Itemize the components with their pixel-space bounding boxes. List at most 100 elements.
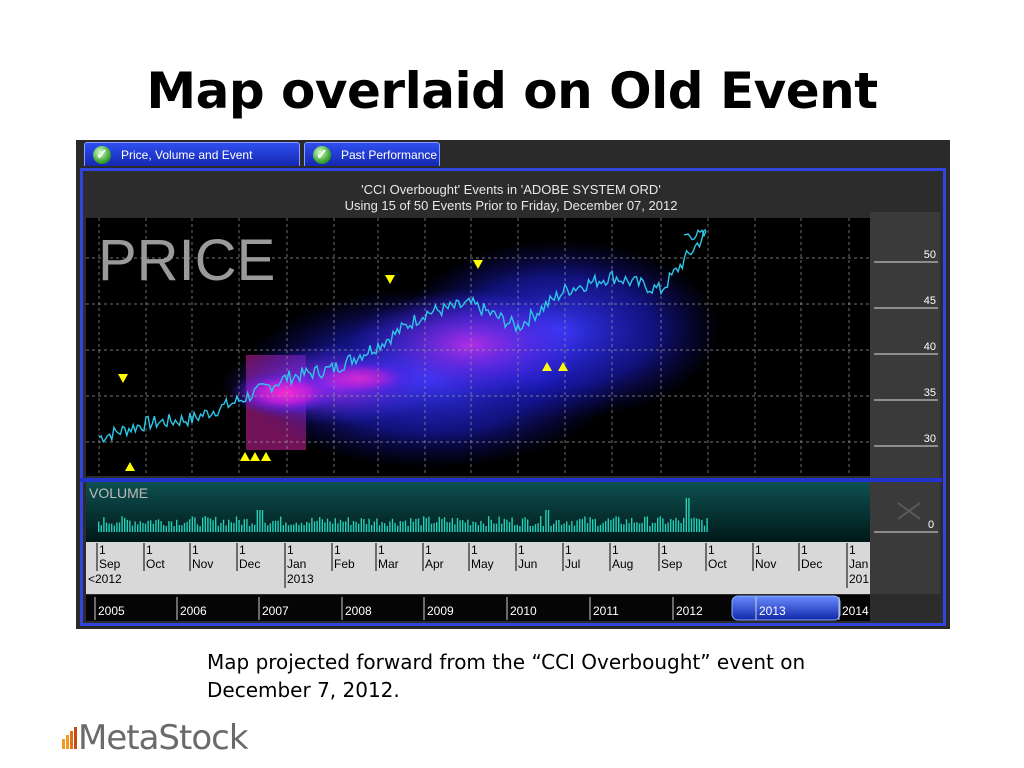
volume-bar bbox=[386, 526, 388, 532]
event-marker-up bbox=[542, 362, 552, 371]
volume-bar bbox=[618, 517, 620, 532]
volume-bar bbox=[170, 521, 173, 532]
volume-bar bbox=[160, 521, 162, 532]
timeline-year[interactable]: 2008 bbox=[345, 604, 372, 618]
timeline-year[interactable]: 2006 bbox=[180, 604, 207, 618]
volume-bar bbox=[176, 519, 178, 532]
timeline-year[interactable]: 2007 bbox=[262, 604, 289, 618]
volume-bar bbox=[306, 521, 308, 532]
volume-bar bbox=[685, 498, 687, 532]
volume-bar bbox=[654, 522, 656, 532]
timeline-year[interactable]: 2010 bbox=[510, 604, 537, 618]
month-day-label: 1 bbox=[801, 543, 808, 557]
event-marker-down bbox=[118, 374, 128, 383]
price-tick-label: 50 bbox=[924, 249, 936, 261]
price-watermark: PRICE bbox=[98, 228, 275, 293]
volume-bar bbox=[155, 520, 157, 532]
volume-bar bbox=[503, 518, 505, 532]
volume-bar bbox=[267, 525, 269, 532]
volume-bar bbox=[222, 519, 225, 532]
price-tick-label: 30 bbox=[924, 433, 936, 445]
volume-bar bbox=[116, 522, 118, 532]
volume-bar bbox=[186, 521, 188, 532]
price-tick-label: 35 bbox=[924, 387, 936, 399]
month-label: Dec bbox=[239, 557, 260, 571]
volume-bar bbox=[339, 519, 342, 532]
volume-bar bbox=[316, 520, 318, 532]
volume-bar bbox=[251, 523, 253, 532]
volume-bar bbox=[560, 524, 563, 532]
volume-bar bbox=[514, 525, 516, 532]
volume-bar bbox=[472, 521, 474, 532]
timeline-year[interactable]: 2012 bbox=[676, 604, 703, 618]
volume-bar bbox=[391, 518, 394, 532]
price-axis-panel bbox=[870, 212, 940, 480]
volume-bar bbox=[124, 517, 126, 532]
volume-bar bbox=[181, 525, 183, 532]
volume-bar bbox=[98, 521, 100, 532]
timeline-selected-range[interactable] bbox=[731, 595, 841, 621]
volume-bar bbox=[150, 520, 152, 532]
volume-bar bbox=[482, 523, 485, 532]
tab-past-performance[interactable]: Past Performance bbox=[304, 142, 440, 166]
volume-bar bbox=[545, 510, 547, 532]
volume-bar bbox=[209, 518, 212, 532]
volume-bar bbox=[641, 522, 643, 532]
volume-bar bbox=[217, 525, 219, 532]
volume-bar bbox=[527, 519, 529, 532]
volume-bar bbox=[168, 521, 170, 532]
month-day-label: 1 bbox=[849, 543, 856, 557]
volume-bar bbox=[248, 525, 251, 532]
chart-grid bbox=[86, 218, 870, 540]
volume-bar bbox=[477, 525, 479, 532]
volume-bar bbox=[334, 518, 336, 532]
volume-axis-panel bbox=[870, 482, 940, 542]
volume-bar bbox=[368, 518, 370, 532]
volume-bar bbox=[638, 523, 641, 532]
volume-bar bbox=[324, 522, 326, 532]
check-icon bbox=[93, 142, 111, 166]
volume-bar bbox=[683, 517, 685, 532]
volume-bar bbox=[373, 521, 375, 532]
timeline-year[interactable]: 2013 bbox=[759, 604, 786, 618]
volume-bar bbox=[490, 519, 492, 532]
volume-bar bbox=[475, 522, 477, 532]
volume-bar bbox=[313, 521, 316, 532]
volume-bar bbox=[355, 521, 357, 532]
volume-bar bbox=[607, 518, 609, 532]
volume-bar bbox=[586, 523, 589, 532]
volume-bar bbox=[469, 525, 472, 532]
price-tick-label: 45 bbox=[924, 295, 936, 307]
timeline-year[interactable]: 2009 bbox=[427, 604, 454, 618]
timeline-year[interactable]: 2005 bbox=[98, 604, 125, 618]
volume-bar bbox=[303, 525, 305, 532]
price-tick-label: 40 bbox=[924, 341, 936, 353]
volume-bar bbox=[584, 516, 586, 532]
month-day-label: 1 bbox=[146, 543, 153, 557]
month-label: Feb bbox=[334, 557, 355, 571]
panel-separator bbox=[80, 478, 942, 482]
timeline-year[interactable]: 2014 bbox=[842, 604, 869, 618]
timeline-year[interactable]: 2011 bbox=[593, 604, 619, 618]
year-label: 201 bbox=[849, 572, 869, 586]
volume-bar bbox=[199, 526, 201, 532]
volume-bar bbox=[100, 525, 102, 532]
month-day-label: 1 bbox=[192, 543, 199, 557]
volume-bar bbox=[358, 523, 360, 532]
volume-bar bbox=[438, 516, 440, 532]
volume-bar bbox=[412, 521, 414, 532]
volume-bar bbox=[430, 523, 433, 532]
volume-axis-value: 0 bbox=[928, 519, 934, 531]
volume-bar bbox=[111, 523, 113, 532]
price-axis: 50 45 40 35 30 bbox=[874, 249, 938, 447]
volume-bar bbox=[428, 516, 430, 532]
volume-bar bbox=[142, 522, 144, 532]
projection-map bbox=[220, 240, 720, 468]
volume-bar bbox=[152, 523, 154, 532]
month-label: Jul bbox=[565, 557, 580, 571]
caption-line-2: December 7, 2012. bbox=[207, 678, 400, 702]
volume-bar bbox=[675, 517, 677, 532]
volume-bar bbox=[589, 517, 591, 532]
volume-close-icon[interactable] bbox=[897, 502, 921, 520]
